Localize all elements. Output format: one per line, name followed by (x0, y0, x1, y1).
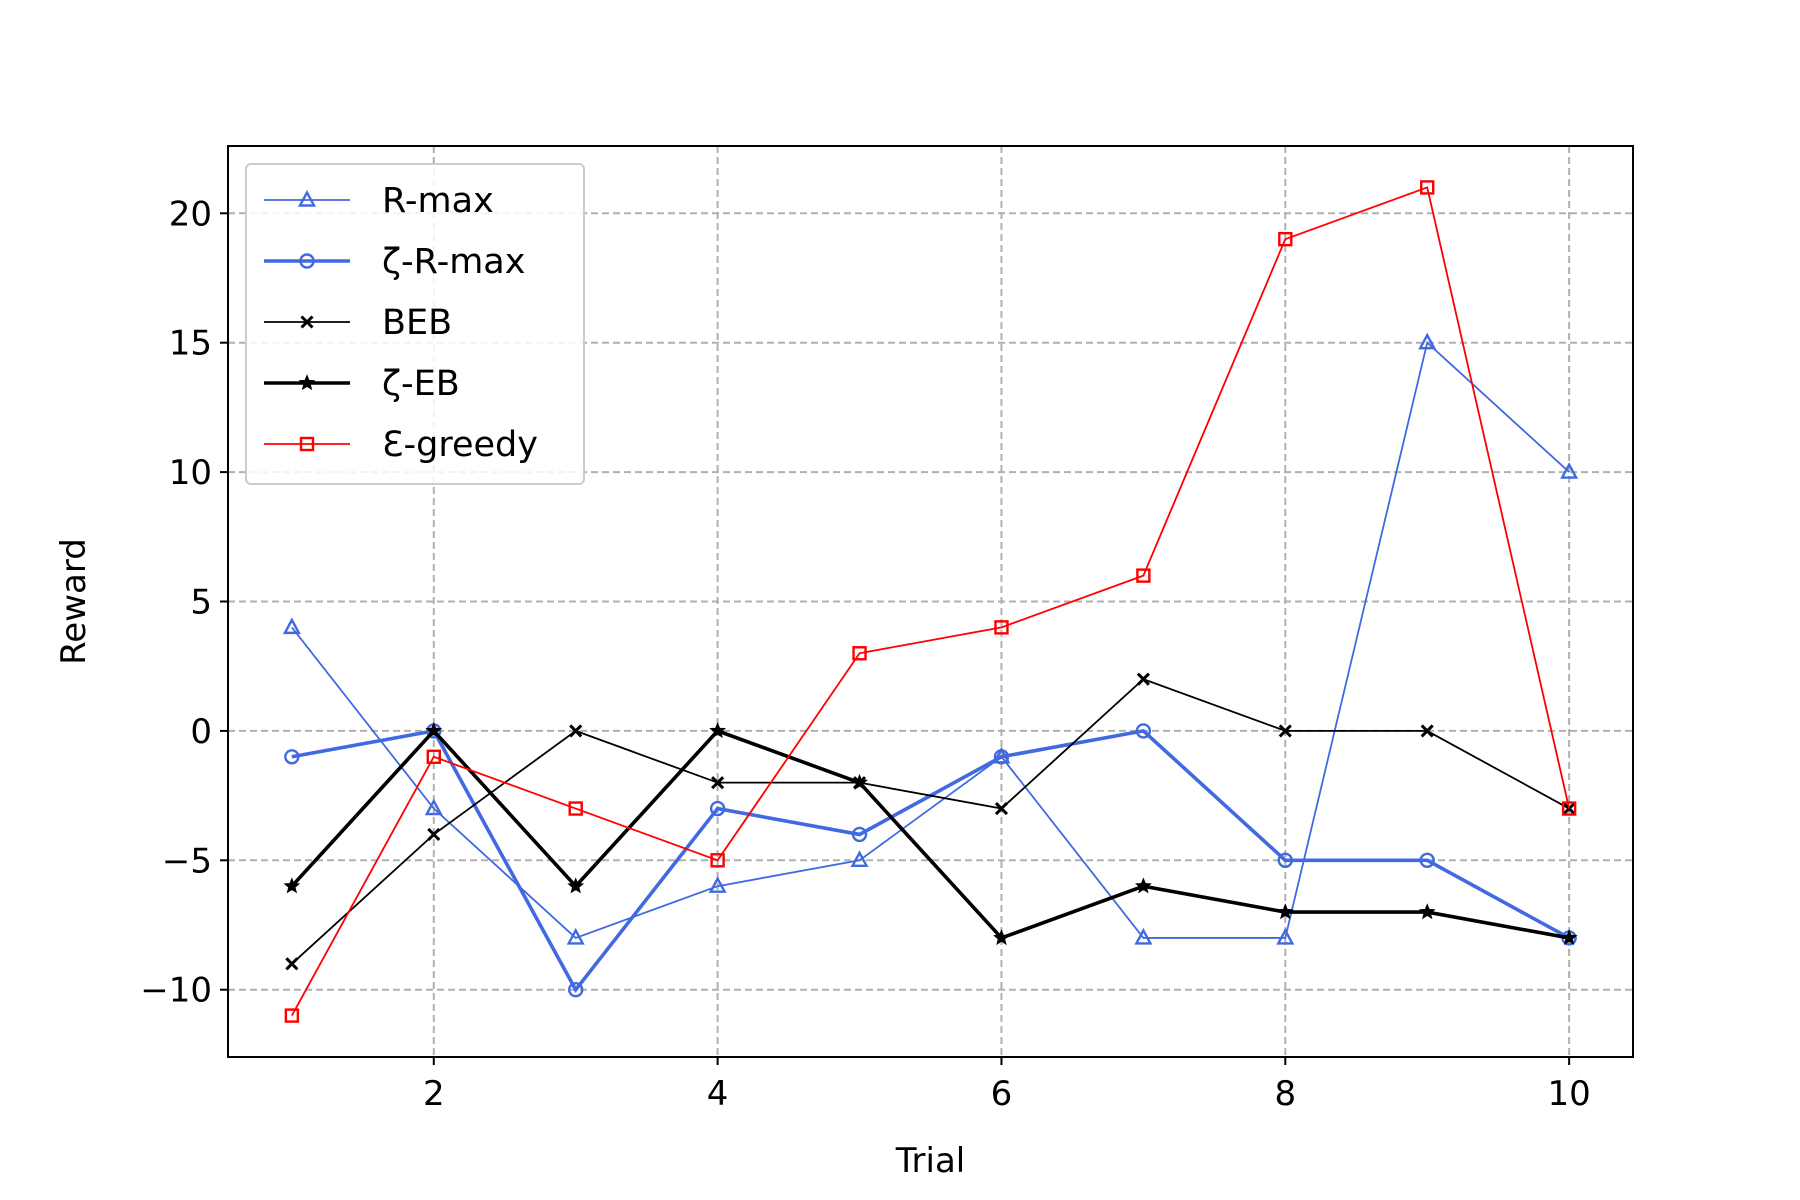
data-point (425, 722, 443, 739)
data-point (424, 798, 443, 816)
y-axis-label: Reward (54, 538, 94, 665)
data-point (427, 827, 441, 841)
series-line (291, 186, 1571, 1017)
data-point (1561, 801, 1577, 816)
data-point (711, 776, 725, 790)
data-point (567, 877, 585, 894)
data-point (1134, 927, 1153, 945)
data-point (851, 826, 868, 843)
series-line (290, 728, 1570, 941)
data-point (1560, 929, 1578, 946)
data-point (426, 749, 441, 764)
legend-label: Ɛ-greedy (382, 425, 538, 465)
series-3 (283, 722, 1578, 946)
data-point (709, 722, 727, 739)
data-point (568, 982, 584, 998)
data-point (284, 1008, 300, 1023)
data-point (283, 877, 301, 894)
legend: R-max ζ-R-max BEB ζ-EB Ɛ-greedy (245, 163, 585, 485)
data-point (851, 773, 868, 790)
series-4 (284, 180, 1577, 1023)
y-tick-label: 0 (190, 712, 212, 752)
y-tick-label: 5 (190, 583, 212, 623)
data-point (569, 724, 583, 738)
legend-label: ζ-R-max (382, 242, 525, 282)
x-tick-label: 8 (1274, 1074, 1296, 1114)
data-point (284, 749, 300, 765)
data-point (709, 800, 726, 817)
y-tick-label: 15 (169, 324, 212, 364)
data-point (1278, 231, 1293, 247)
data-point (1418, 332, 1437, 350)
y-tick-label: −10 (140, 971, 212, 1011)
x-tick-label: 6 (991, 1074, 1013, 1114)
legend-marker (298, 374, 316, 391)
y-tick-label: −5 (162, 841, 212, 881)
data-point (1420, 180, 1435, 195)
data-point (1136, 568, 1151, 583)
data-point (710, 853, 725, 868)
data-point (994, 801, 1009, 816)
data-point (994, 620, 1009, 635)
legend-label: ζ-EB (382, 364, 460, 404)
data-point (1136, 672, 1150, 686)
data-point (1560, 462, 1579, 479)
data-point (993, 749, 1010, 765)
legend-box (245, 163, 585, 485)
data-point (568, 801, 583, 816)
series-lines (282, 180, 1579, 1023)
data-point (852, 646, 867, 661)
y-tick-label: 10 (169, 453, 212, 493)
data-point (1278, 724, 1292, 738)
x-axis-label: Trial (895, 1141, 965, 1181)
data-point (708, 876, 727, 893)
series-line (291, 340, 1570, 939)
legend-marker (300, 315, 314, 329)
data-point (1419, 852, 1435, 869)
data-point (1420, 724, 1434, 738)
data-point (282, 617, 301, 635)
legend-marker (299, 436, 315, 452)
data-point (1276, 927, 1295, 945)
legend-label: R-max (382, 181, 494, 221)
data-point (566, 927, 585, 945)
series-0 (282, 332, 1579, 945)
data-point (285, 957, 299, 971)
data-point (1277, 852, 1293, 869)
axis-ticks: 2 4 6 8 10 −10 −5 0 5 10 15 20 (140, 194, 1591, 1114)
data-point (1135, 723, 1152, 739)
data-point (993, 929, 1010, 946)
legend-marker (299, 253, 315, 269)
data-point (1418, 903, 1436, 920)
data-point (1276, 903, 1294, 920)
series-2 (285, 672, 1576, 971)
x-tick-label: 10 (1548, 1074, 1591, 1114)
x-tick-label: 2 (423, 1074, 445, 1114)
legend-marker (297, 189, 317, 207)
data-point (850, 850, 869, 868)
data-point (1134, 877, 1152, 894)
x-tick-label: 4 (707, 1074, 729, 1114)
legend-label: BEB (382, 303, 452, 343)
y-tick-label: 20 (169, 194, 212, 234)
